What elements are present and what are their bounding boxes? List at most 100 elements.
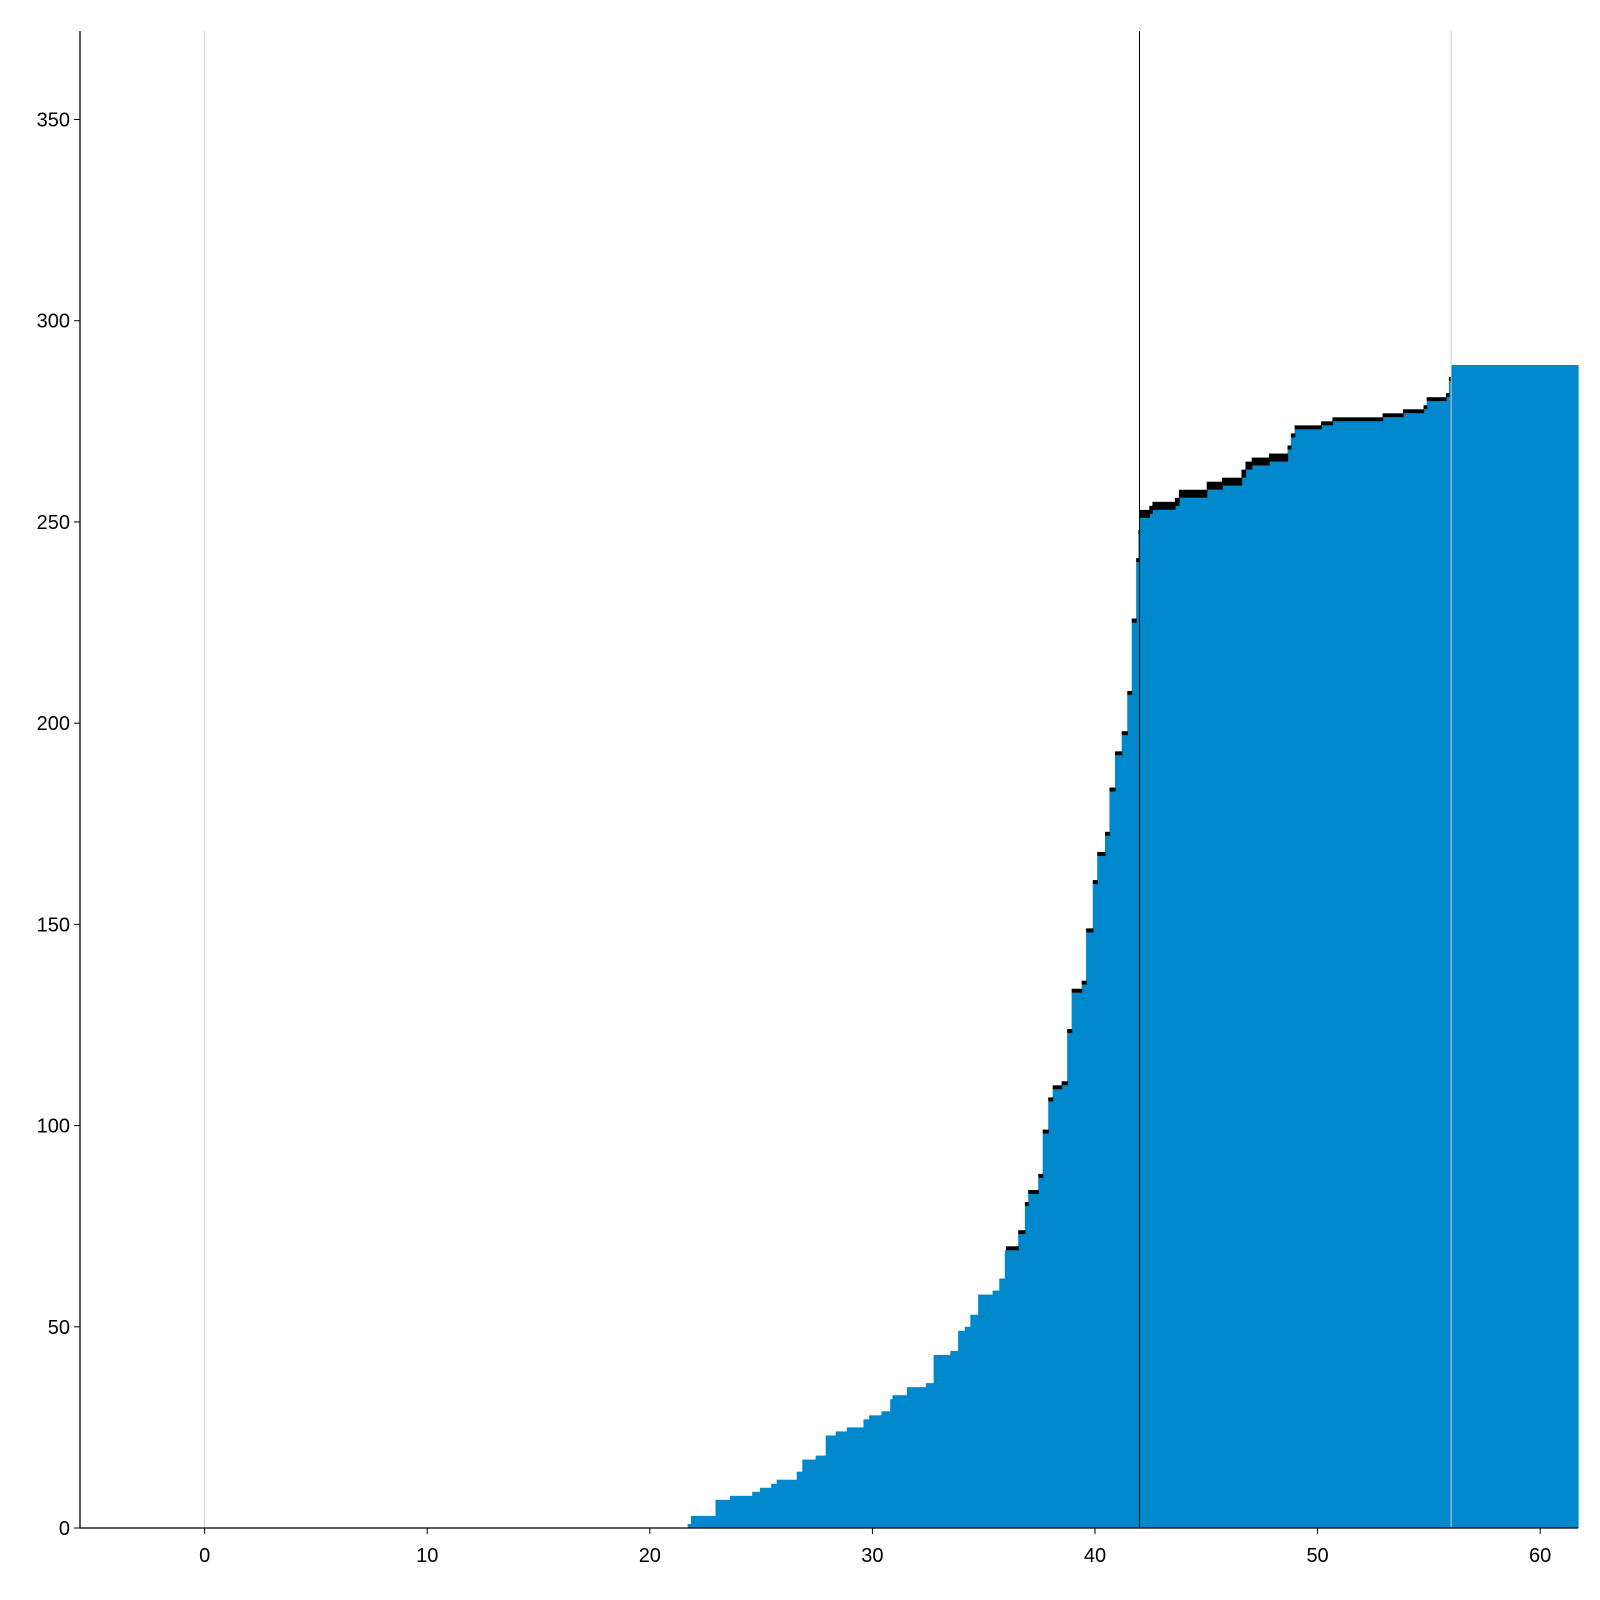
stacked-step xyxy=(1448,377,1452,382)
x-tick-label: 30 xyxy=(861,1545,883,1567)
stacked-step xyxy=(1048,1097,1054,1102)
reference-lines xyxy=(204,31,1452,1528)
y-tick-label: 300 xyxy=(37,311,70,333)
area-step xyxy=(1448,381,1452,1528)
x-tick-label: 50 xyxy=(1306,1545,1328,1567)
area-step xyxy=(999,1278,1006,1528)
stacked-step xyxy=(1382,413,1404,418)
area-step xyxy=(1149,513,1154,1528)
area-step xyxy=(690,1515,717,1528)
area-step xyxy=(1403,413,1425,1529)
area-step xyxy=(925,1383,935,1528)
area-step xyxy=(1038,1177,1044,1528)
y-tick-label: 50 xyxy=(48,1317,70,1339)
stacked-step xyxy=(1206,481,1223,490)
stacked-step xyxy=(1294,425,1322,430)
area-step xyxy=(1081,984,1087,1528)
area-step xyxy=(759,1487,772,1528)
area-step xyxy=(752,1491,761,1528)
area-step xyxy=(1121,735,1128,1528)
area-step xyxy=(1092,884,1098,1528)
area-step xyxy=(1290,437,1296,1528)
area-step xyxy=(1067,1033,1073,1528)
area-step xyxy=(964,1326,971,1528)
stacked-step xyxy=(1109,787,1116,792)
stacked-step xyxy=(1097,851,1106,856)
area-step xyxy=(1042,1133,1049,1528)
stacked-step xyxy=(1287,445,1292,450)
area-step xyxy=(825,1435,837,1528)
y-tick-label: 350 xyxy=(37,110,70,132)
area-step xyxy=(1222,485,1243,1528)
area-step xyxy=(1251,465,1270,1528)
stacked-step xyxy=(1052,1085,1063,1090)
area-step xyxy=(892,1395,908,1528)
stacked-step xyxy=(1251,457,1270,466)
y-tick-label: 250 xyxy=(37,512,70,534)
area-step xyxy=(1105,835,1111,1528)
area-step xyxy=(1086,932,1094,1528)
area-step xyxy=(1241,477,1247,1528)
area-step xyxy=(1127,694,1133,1528)
area-step xyxy=(1294,429,1322,1529)
area-step xyxy=(1287,449,1292,1529)
area-step xyxy=(835,1431,848,1528)
stacked-step xyxy=(1290,433,1296,438)
area-step xyxy=(1382,417,1404,1529)
area-step xyxy=(846,1427,865,1528)
area-step xyxy=(1048,1101,1054,1528)
stacked-step xyxy=(1127,690,1133,695)
axes: 0 10 20 30 40 50 60 0 50 100 150 200 250 300 350 xyxy=(37,31,1578,1567)
area-step xyxy=(1024,1206,1029,1528)
y-tick-label: 0 xyxy=(59,1518,70,1540)
stacked-step xyxy=(1028,1189,1039,1194)
stacked-step xyxy=(1038,1173,1044,1178)
stacked-step xyxy=(1067,1029,1073,1034)
area-step xyxy=(776,1479,798,1528)
area-step xyxy=(1269,461,1289,1528)
stacked-step xyxy=(1061,1081,1068,1086)
stacked-step xyxy=(1149,505,1154,514)
stacked-step xyxy=(1121,731,1128,736)
area-step xyxy=(890,1399,894,1528)
x-tick-label: 20 xyxy=(639,1545,661,1567)
area-step xyxy=(1426,401,1447,1528)
area-step xyxy=(1097,855,1106,1528)
stacked-step xyxy=(1092,880,1098,885)
y-tick-label: 100 xyxy=(37,1116,70,1138)
stacked-step xyxy=(1446,393,1450,398)
stacked-step xyxy=(1222,477,1243,486)
area-step xyxy=(1071,992,1083,1528)
stacked-step xyxy=(1245,461,1253,470)
stacked-step xyxy=(1042,1129,1049,1134)
area-step xyxy=(1423,409,1428,1529)
stacked-step xyxy=(1081,980,1087,985)
area-step xyxy=(906,1387,927,1528)
stacked-step xyxy=(1321,421,1334,426)
area-step xyxy=(1131,622,1137,1528)
x-tick-label: 0 xyxy=(199,1545,210,1567)
stacked-step xyxy=(1423,405,1428,410)
stacked-step xyxy=(1105,831,1111,836)
stacked-step xyxy=(1139,509,1150,518)
area-step xyxy=(802,1459,817,1528)
area-step xyxy=(970,1314,979,1528)
stacked-step xyxy=(1174,497,1180,506)
stacked-step xyxy=(1115,751,1123,756)
stacked-step xyxy=(1426,397,1447,402)
stacked-step xyxy=(1086,928,1094,933)
stacked-step xyxy=(1131,618,1137,623)
stacked-step xyxy=(1005,1246,1019,1251)
area-step xyxy=(1052,1089,1063,1528)
stacked-step xyxy=(1152,501,1176,510)
area-step xyxy=(881,1411,891,1528)
area-step xyxy=(1136,562,1139,1528)
stacked-step xyxy=(1241,469,1247,478)
stacked-step xyxy=(1269,453,1289,462)
area-step xyxy=(715,1499,731,1528)
x-tick-label: 40 xyxy=(1084,1545,1106,1567)
area-step xyxy=(687,1523,692,1528)
area-step xyxy=(729,1495,753,1528)
area-step xyxy=(992,1290,1000,1528)
